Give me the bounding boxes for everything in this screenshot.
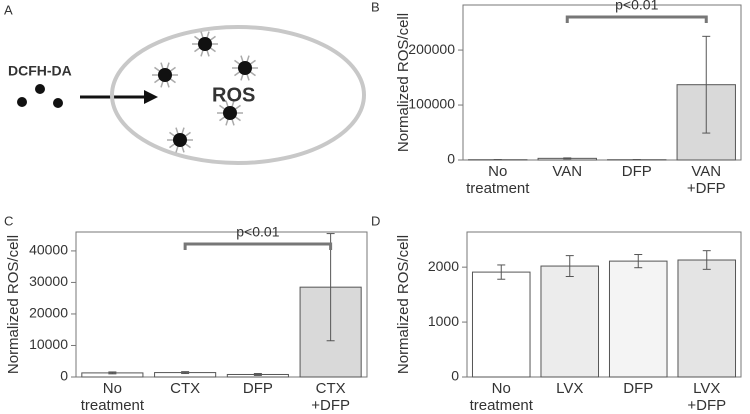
panel-label: C xyxy=(4,213,13,228)
particle xyxy=(238,61,252,75)
error-bar xyxy=(563,157,572,160)
ros-particles xyxy=(152,31,258,153)
bar xyxy=(608,260,668,378)
y-axis-label: Normalized ROS/cell xyxy=(395,13,412,152)
product-label: ROS xyxy=(212,84,255,106)
y-tick-label: 40000 xyxy=(29,242,68,258)
particle xyxy=(223,106,237,120)
error-bar xyxy=(565,255,574,277)
x-tick-label: No treatment xyxy=(80,380,145,414)
x-tick-label: No treatment xyxy=(469,380,533,414)
arrow-head xyxy=(144,90,158,104)
error-bar xyxy=(181,371,190,375)
y-axis-label: Normalized ROS/cell xyxy=(395,235,412,374)
significance-label: p<0.01 xyxy=(615,0,658,13)
x-tick-label: DFP xyxy=(621,163,652,180)
x-tick-label: CTX xyxy=(170,380,201,397)
error-bar xyxy=(326,233,335,342)
error-bar xyxy=(497,264,506,280)
significance-label: p<0.01 xyxy=(236,224,279,240)
y-tick-label: 200000 xyxy=(408,41,455,57)
x-tick-label: LVX xyxy=(556,380,584,397)
particle xyxy=(198,37,212,51)
reagent-label: DCFH-DA xyxy=(8,63,72,79)
cell xyxy=(110,25,366,165)
molecules xyxy=(17,84,63,108)
significance-bracket xyxy=(183,242,333,250)
x-tick-label: No treatment xyxy=(466,163,530,197)
y-tick-label: 20000 xyxy=(29,305,68,321)
error-bar xyxy=(702,250,711,270)
y-tick-label: 1000 xyxy=(428,313,459,329)
y-tick-label: 10000 xyxy=(29,336,68,352)
x-tick-label: VAN +DFP xyxy=(686,163,726,197)
plot-frame xyxy=(462,4,742,161)
error-bar xyxy=(702,35,711,134)
panel-label: D xyxy=(371,213,380,228)
y-tick-label: 30000 xyxy=(29,273,68,289)
x-tick-label: DFP xyxy=(623,380,654,397)
y-tick-label: 0 xyxy=(447,151,455,167)
y-tick-label: 0 xyxy=(60,368,68,384)
error-bar xyxy=(253,373,262,376)
error-bar xyxy=(108,371,117,375)
y-tick-label: 2000 xyxy=(428,258,459,274)
y-tick-label: 100000 xyxy=(408,96,455,112)
bar xyxy=(677,259,737,378)
particle xyxy=(173,133,187,147)
x-tick-label: CTX +DFP xyxy=(311,380,350,414)
error-bar xyxy=(634,254,643,269)
y-axis-label: Normalized ROS/cell xyxy=(5,235,22,374)
bar xyxy=(540,265,600,378)
y-tick-label: 0 xyxy=(451,368,459,384)
plot-frame xyxy=(75,231,368,378)
particle xyxy=(158,68,172,82)
panel-label: A xyxy=(4,2,13,17)
x-tick-label: VAN xyxy=(552,163,583,180)
significance-bracket xyxy=(565,15,708,23)
x-tick-label: DFP xyxy=(242,380,273,397)
bar xyxy=(471,271,531,378)
x-tick-label: LVX +DFP xyxy=(687,380,727,414)
panel-label: B xyxy=(371,0,380,14)
plot-frame xyxy=(466,231,742,378)
